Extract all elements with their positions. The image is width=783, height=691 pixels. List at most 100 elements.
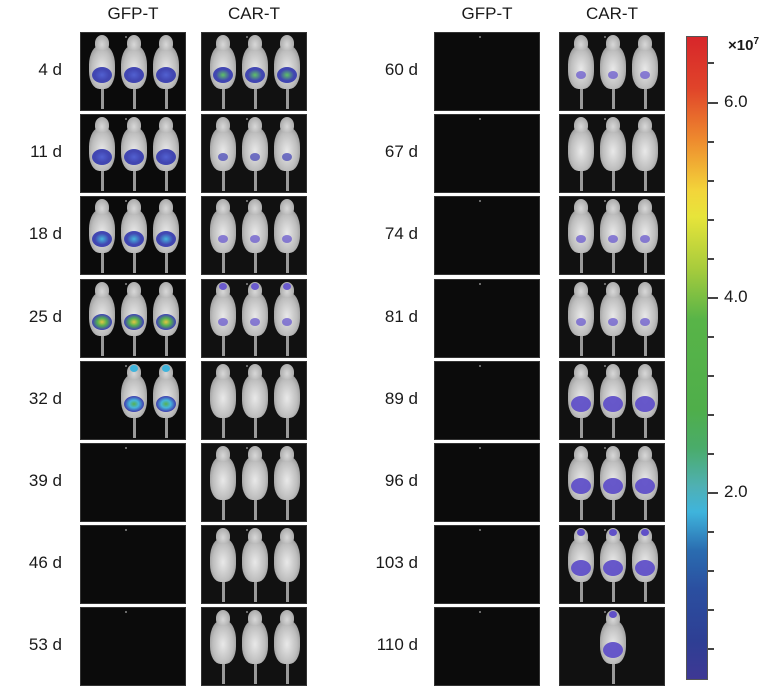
bioluminescence-signal [576,235,586,243]
mouse [151,35,181,109]
mouse [151,282,181,356]
row-label-left: 53 d [28,635,62,654]
artifact-dot [604,365,606,367]
bioluminescence-signal [124,231,144,247]
panel-car-11d [201,114,307,193]
bioluminescence-signal [124,149,144,165]
mouse [87,117,117,191]
mouse [598,117,628,191]
bioluminescence-signal [608,235,618,243]
bioluminescence-signal [282,235,292,243]
mouse [566,364,596,438]
bioluminescence-signal [218,153,228,161]
mouse [598,528,628,602]
colorbar-tick [708,336,714,338]
artifact-dot [125,447,127,449]
bioluminescence-signal [571,478,591,494]
panel-car-32d [201,361,307,440]
panel-gfp-46d [80,525,186,604]
mouse [151,199,181,273]
mouse [240,610,270,684]
mouse [272,364,302,438]
mouse [208,446,238,520]
mouse [119,199,149,273]
panel-car-46d [201,525,307,604]
artifact-dot [479,36,481,38]
row-label-right: 110 d [376,635,418,654]
bioluminescence-signal [156,231,176,247]
row-label-left: 46 d [28,553,62,572]
artifact-dot [125,529,127,531]
mouse [240,364,270,438]
bioluminescence-signal [640,235,650,243]
colorbar-tick [708,648,714,650]
mouse [598,282,628,356]
panel-gfp-32d [80,361,186,440]
artifact-dot [479,283,481,285]
artifact-dot [246,36,248,38]
bioluminescence-signal [124,67,144,83]
mouse [630,364,660,438]
mouse [240,35,270,109]
panel-car-81d [559,279,665,358]
colorbar-label-6: 6.0 [724,92,748,111]
bioluminescence-signal [603,642,623,658]
artifact-dot [125,200,127,202]
artifact-dot [479,529,481,531]
artifact-dot [246,447,248,449]
mouse [566,35,596,109]
artifact-dot [246,200,248,202]
artifact-dot [479,118,481,120]
colorbar-exponent: ×107 [728,36,760,54]
column-header-gfp-left: GFP-T [107,4,159,23]
row-label-right: 81 d [384,307,418,326]
mouse [119,117,149,191]
mouse [208,364,238,438]
panel-gfp-11d [80,114,186,193]
bioluminescence-signal [92,67,112,83]
mouse [566,528,596,602]
bioluminescence-signal [603,560,623,576]
bioluminescence-signal [608,71,618,79]
artifact-dot [479,365,481,367]
mouse [598,35,628,109]
mouse [208,35,238,109]
bioluminescence-signal [156,396,176,412]
artifact-dot [246,118,248,120]
panel-gfp-89d [434,361,540,440]
panel-car-18d [201,196,307,275]
panel-car-96d [559,443,665,522]
row-label-right: 67 d [384,142,418,161]
bioluminescence-signal [124,314,144,330]
bioluminescence-signal [635,560,655,576]
mouse [566,282,596,356]
mouse [151,364,181,438]
row-label-left: 11 d [30,142,62,161]
bioluminescence-signal [282,318,292,326]
mouse [630,199,660,273]
mouse [630,117,660,191]
bioluminescence-signal-head [609,611,617,618]
panel-gfp-110d [434,607,540,686]
bioluminescence-signal [156,314,176,330]
bioluminescence-signal [250,235,260,243]
bioluminescence-signal [250,153,260,161]
bioluminescence-signal [92,314,112,330]
panel-gfp-53d [80,607,186,686]
colorbar-tick [708,531,714,533]
bioluminescence-signal-head [641,529,649,536]
bioluminescence-signal [603,396,623,412]
mouse [208,610,238,684]
bioluminescence-signal-head [577,529,585,536]
panel-car-103d [559,525,665,604]
bioluminescence-signal-head [251,283,259,290]
artifact-dot [125,611,127,613]
bioluminescence-signal [277,67,297,83]
mouse [208,528,238,602]
mouse [566,117,596,191]
bioluminescence-signal [576,318,586,326]
bioluminescence-signal [245,67,265,83]
row-label-left: 25 d [28,307,62,326]
bioluminescence-signal [218,318,228,326]
mouse [630,528,660,602]
